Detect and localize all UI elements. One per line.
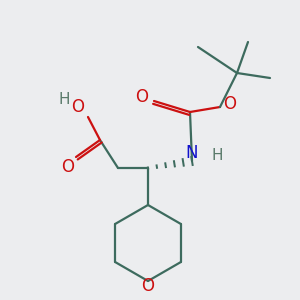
Text: H: H xyxy=(58,92,70,106)
Text: N: N xyxy=(186,144,198,162)
Text: O: O xyxy=(61,158,74,176)
Text: H: H xyxy=(211,148,223,163)
Text: O: O xyxy=(136,88,148,106)
Text: O: O xyxy=(71,98,85,116)
Text: O: O xyxy=(224,95,236,113)
Text: O: O xyxy=(142,277,154,295)
